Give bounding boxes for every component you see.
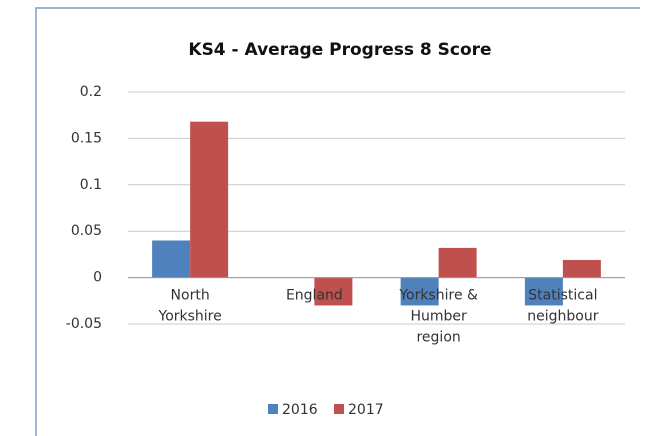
x-tick-line: North	[171, 288, 210, 304]
x-tick-label: Yorkshire & Humber region	[398, 288, 478, 346]
chart-title: KS4 - Average Progress 8 Score	[188, 40, 491, 60]
y-tick-label: 0.05	[71, 223, 102, 239]
x-tick-label: Statistical neighbour	[527, 288, 598, 325]
x-tick-line: neighbour	[527, 309, 598, 325]
y-tick-label: -0.05	[66, 316, 102, 332]
legend-label: 2017	[348, 402, 384, 418]
legend-label: 2016	[282, 402, 318, 418]
x-tick-line: Yorkshire &	[398, 288, 478, 304]
x-tick-line: England	[286, 288, 343, 304]
y-tick-label: 0	[93, 270, 102, 286]
legend-swatch	[334, 404, 344, 414]
x-tick-label: North Yorkshire	[158, 288, 222, 325]
x-tick-line: Yorkshire	[158, 309, 222, 325]
bar	[152, 240, 191, 278]
x-tick-line: region	[416, 330, 460, 346]
y-tick-label: 0.15	[71, 130, 102, 146]
bar	[400, 277, 439, 306]
bar	[438, 247, 477, 278]
y-tick-label: 0.2	[80, 84, 102, 100]
bar	[314, 277, 353, 306]
legend-swatch	[268, 404, 278, 414]
bar	[190, 121, 229, 278]
x-tick-label: England	[286, 288, 343, 304]
frame	[35, 7, 640, 436]
bar	[524, 277, 563, 306]
y-tick-label: 0.1	[80, 177, 102, 193]
x-tick-line: Statistical	[528, 288, 597, 304]
x-tick-line: Humber	[410, 309, 467, 325]
bar	[562, 259, 601, 278]
